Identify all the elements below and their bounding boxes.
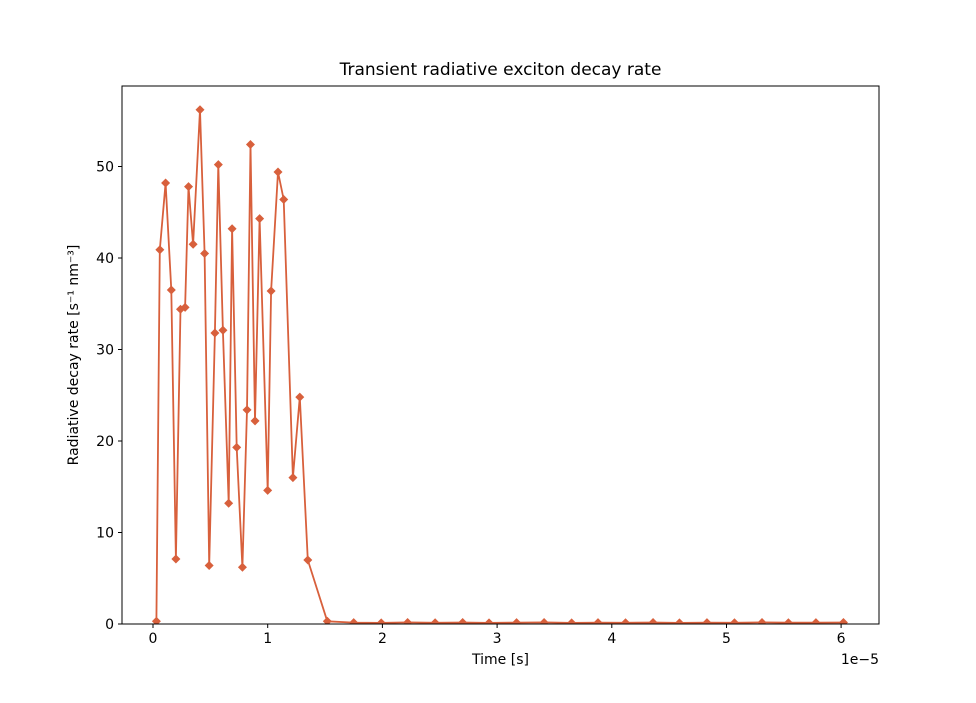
data-point-marker	[567, 618, 577, 624]
y-tick-label: 20	[96, 434, 114, 450]
data-point-marker	[227, 224, 237, 234]
data-point-marker	[783, 618, 793, 624]
y-tick-label: 10	[96, 526, 114, 542]
y-tick-label: 30	[96, 343, 114, 359]
data-point-marker	[188, 239, 198, 249]
data-point-marker	[303, 555, 313, 565]
data-point-marker	[295, 392, 305, 402]
x-axis-label: Time [s]	[471, 652, 529, 668]
data-point-marker	[539, 617, 549, 624]
data-point-marker	[273, 167, 283, 177]
axis-ticks: 0 1 2 3 4 5 6 0 10 20 30 40 50	[96, 160, 845, 648]
axes-spines	[121, 85, 880, 625]
data-point-marker	[204, 560, 214, 570]
data-point-marker	[242, 405, 252, 415]
data-point-marker	[838, 618, 848, 624]
data-point-marker	[171, 554, 181, 564]
data-point-marker	[674, 618, 684, 624]
y-axis-label: Radiative decay rate [s⁻¹ nm⁻³]	[66, 245, 82, 466]
data-point-marker	[232, 442, 242, 452]
data-point-marker	[155, 245, 165, 255]
data-point-marker	[184, 182, 194, 192]
data-point-marker	[166, 285, 176, 295]
x-tick-label: 5	[722, 631, 731, 647]
data-point-marker	[702, 618, 712, 624]
y-tick-label: 0	[105, 617, 114, 633]
y-tick-label: 50	[96, 160, 114, 176]
data-point-marker	[200, 248, 210, 258]
data-point-marker	[279, 194, 289, 204]
chart-title: Transient radiative exciton decay rate	[339, 60, 662, 80]
data-point-marker	[811, 618, 821, 624]
data-point-marker	[180, 302, 190, 312]
data-point-marker	[263, 485, 273, 495]
data-point-marker	[757, 617, 767, 624]
data-point-marker	[322, 616, 332, 624]
data-point-marker	[376, 618, 386, 624]
x-tick-label: 0	[149, 631, 158, 647]
y-tick-label: 40	[96, 251, 114, 267]
data-point-marker	[288, 473, 298, 483]
data-point-marker	[161, 178, 171, 188]
x-tick-label: 2	[378, 631, 387, 647]
data-point-marker	[224, 498, 234, 508]
data-point-marker	[458, 618, 468, 624]
data-point-marker	[213, 160, 223, 170]
x-tick-label: 6	[837, 631, 846, 647]
data-point-marker	[210, 328, 220, 338]
data-point-marker	[349, 618, 359, 624]
data-point-marker	[593, 618, 603, 624]
data-point-marker	[403, 617, 413, 624]
data-point-marker	[729, 618, 739, 624]
x-tick-label: 4	[607, 631, 616, 647]
data-point-marker	[195, 105, 205, 115]
data-point-marker	[255, 214, 265, 224]
x-tick-label: 1	[263, 631, 272, 647]
data-point-marker	[218, 325, 228, 335]
data-series	[151, 105, 848, 624]
data-point-marker	[512, 618, 522, 624]
x-tick-label: 3	[493, 631, 502, 647]
x-axis-offset-text: 1e−5	[841, 652, 879, 668]
data-point-marker	[237, 562, 247, 572]
data-point-marker	[648, 618, 658, 624]
data-point-marker	[250, 416, 260, 426]
data-point-marker	[621, 618, 631, 624]
data-point-marker	[151, 616, 161, 624]
data-series-line	[155, 108, 845, 624]
data-point-marker	[484, 618, 494, 624]
data-point-marker	[245, 140, 255, 150]
data-point-marker	[430, 618, 440, 624]
data-point-marker	[266, 286, 276, 296]
